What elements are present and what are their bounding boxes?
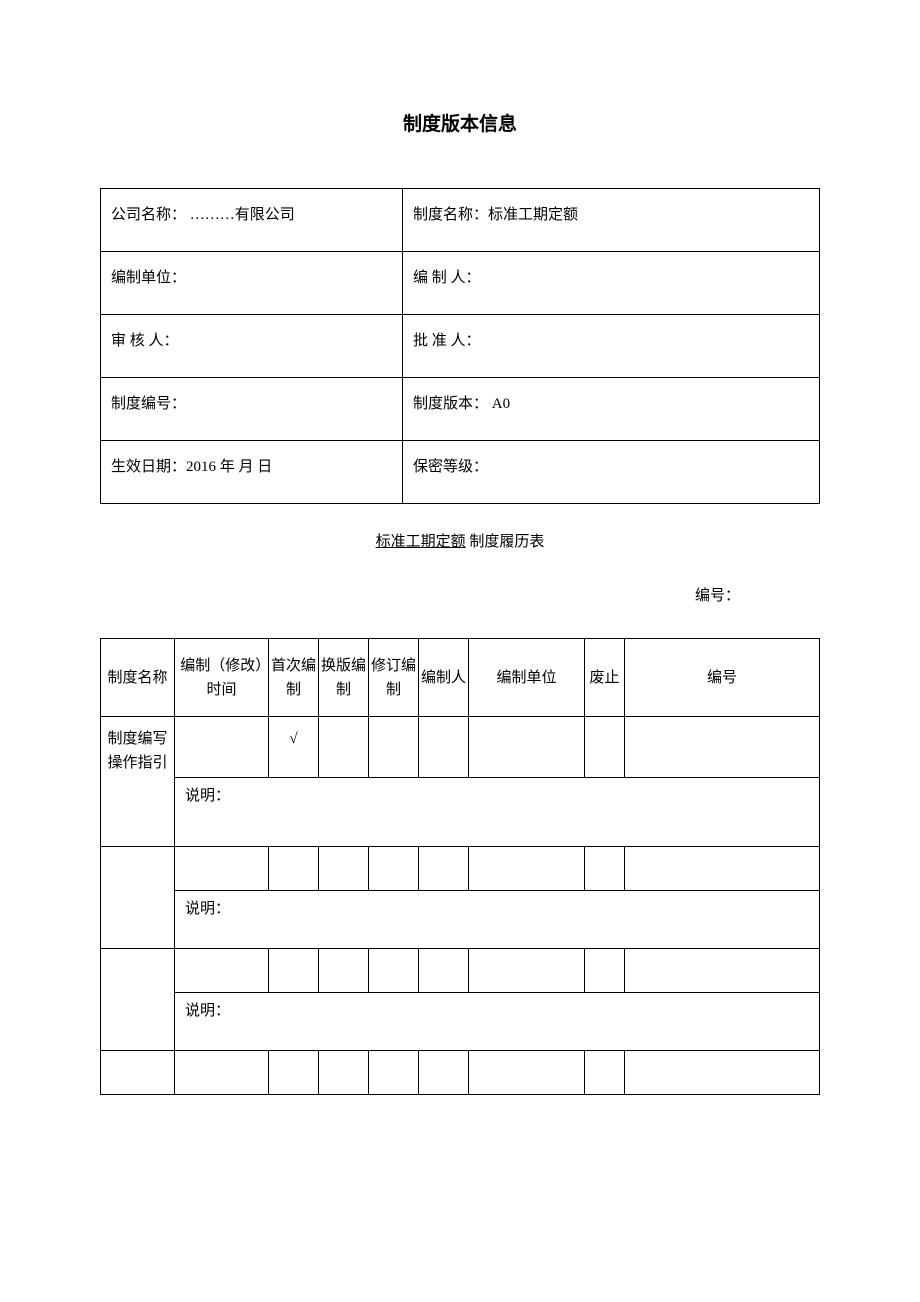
info-table: 公司名称： ………有限公司 制度名称：标准工期定额 编制单位： 编 制 人： 审… (100, 188, 820, 504)
compiler-cell: 编 制 人： (402, 252, 819, 315)
cell (625, 1051, 820, 1095)
desc-row: 说明： (101, 891, 820, 949)
cell (419, 1051, 469, 1095)
system-name-label: 制度名称： (413, 207, 488, 223)
cell (101, 847, 175, 949)
header-col1: 制度名称 (101, 639, 175, 717)
table-row (101, 847, 820, 891)
effective-date-label: 生效日期： (111, 459, 186, 475)
desc-cell: 说明： (175, 777, 820, 847)
cell (369, 717, 419, 777)
cell (585, 847, 625, 891)
reviewer-label: 审 核 人： (111, 333, 179, 349)
cell (319, 847, 369, 891)
approver-label: 批 准 人： (413, 333, 481, 349)
cell (101, 949, 175, 1051)
version-label: 制度版本： (413, 396, 488, 412)
cell (269, 949, 319, 993)
table-row (101, 949, 820, 993)
system-name-cell: 制度名称：标准工期定额 (402, 189, 819, 252)
cell (319, 1051, 369, 1095)
version-value: A0 (488, 396, 510, 412)
cell (369, 847, 419, 891)
check-cell: √ (269, 717, 319, 777)
secrecy-cell: 保密等级： (402, 441, 819, 504)
compile-unit-cell: 编制单位： (101, 252, 403, 315)
header-col4: 换版编制 (319, 639, 369, 717)
header-col6: 编制人 (419, 639, 469, 717)
desc-cell: 说明： (175, 891, 820, 949)
subtitle-rest: 制度履历表 (466, 534, 545, 550)
table-row (101, 1051, 820, 1095)
company-value: ………有限公司 (186, 207, 295, 223)
cell (585, 1051, 625, 1095)
system-no-cell: 制度编号： (101, 378, 403, 441)
header-col7: 编制单位 (469, 639, 585, 717)
cell (625, 847, 820, 891)
cell (269, 1051, 319, 1095)
header-col3: 首次编制 (269, 639, 319, 717)
cell (585, 949, 625, 993)
cell (175, 1051, 269, 1095)
cell (419, 717, 469, 777)
compiler-label: 编 制 人： (413, 270, 481, 286)
cell (175, 717, 269, 777)
secrecy-label: 保密等级： (413, 459, 488, 475)
cell (175, 949, 269, 993)
number-label: 编号： (100, 584, 820, 608)
cell (469, 949, 585, 993)
header-row: 制度名称 编制（修改）时间 首次编制 换版编制 修订编制 编制人 编制单位 废止… (101, 639, 820, 717)
cell (585, 717, 625, 777)
header-col5: 修订编制 (369, 639, 419, 717)
cell (469, 1051, 585, 1095)
cell (101, 1051, 175, 1095)
history-table: 制度名称 编制（修改）时间 首次编制 换版编制 修订编制 编制人 编制单位 废止… (100, 638, 820, 1095)
desc-cell: 说明： (175, 993, 820, 1051)
cell (319, 949, 369, 993)
company-label: 公司名称： (111, 207, 186, 223)
cell (369, 1051, 419, 1095)
effective-date-cell: 生效日期：2016 年 月 日 (101, 441, 403, 504)
desc-row: 说明： (101, 777, 820, 847)
cell (469, 717, 585, 777)
cell (319, 717, 369, 777)
system-no-label: 制度编号： (111, 396, 186, 412)
header-col9: 编号 (625, 639, 820, 717)
company-cell: 公司名称： ………有限公司 (101, 189, 403, 252)
desc-row: 说明： (101, 993, 820, 1051)
cell (625, 717, 820, 777)
cell (419, 949, 469, 993)
header-col2: 编制（修改）时间 (175, 639, 269, 717)
header-col8: 废止 (585, 639, 625, 717)
cell (369, 949, 419, 993)
approver-cell: 批 准 人： (402, 315, 819, 378)
effective-date-value: 2016 年 月 日 (186, 459, 272, 475)
cell (175, 847, 269, 891)
page-title: 制度版本信息 (100, 110, 820, 140)
cell (469, 847, 585, 891)
subtitle: 标准工期定额 制度履历表 (100, 530, 820, 554)
version-cell: 制度版本： A0 (402, 378, 819, 441)
table-row: 制度编写操作指引 √ (101, 717, 820, 777)
cell (625, 949, 820, 993)
row1-name-cell: 制度编写操作指引 (101, 717, 175, 847)
cell (419, 847, 469, 891)
reviewer-cell: 审 核 人： (101, 315, 403, 378)
subtitle-underlined: 标准工期定额 (376, 534, 466, 550)
system-name-value: 标准工期定额 (488, 207, 578, 223)
compile-unit-label: 编制单位： (111, 270, 186, 286)
cell (269, 847, 319, 891)
